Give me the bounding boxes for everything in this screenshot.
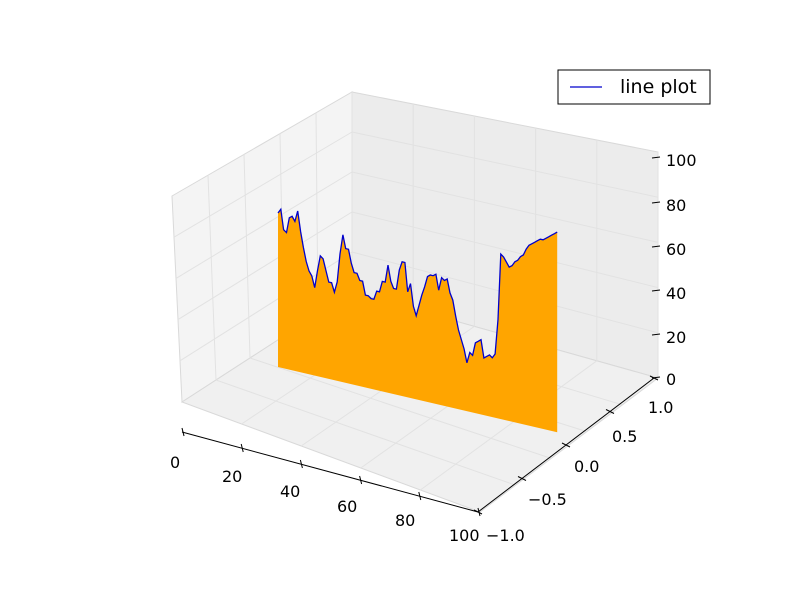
tick-mark bbox=[473, 509, 483, 515]
z-tick-label: 40 bbox=[666, 284, 686, 303]
tick-mark bbox=[561, 442, 571, 448]
tick-mark bbox=[517, 476, 527, 481]
grid-line bbox=[420, 360, 598, 491]
grid-line bbox=[351, 171, 659, 243]
tick-mark bbox=[651, 156, 661, 159]
tick-mark bbox=[651, 201, 661, 204]
grid-line bbox=[249, 357, 552, 459]
z-tick-labels: 0 20 40 60 80 100 bbox=[666, 151, 697, 389]
z-tick-label: 20 bbox=[666, 328, 686, 347]
axis-ticks bbox=[181, 156, 661, 517]
y-tick-label: −0.5 bbox=[528, 490, 567, 509]
tick-mark bbox=[240, 443, 244, 453]
y-tick-label: −1.0 bbox=[486, 526, 525, 545]
tick-mark bbox=[651, 245, 661, 248]
legend: line plot bbox=[557, 69, 711, 105]
y-tick-label: 0.0 bbox=[574, 457, 599, 476]
tick-mark bbox=[418, 491, 422, 501]
series-line bbox=[277, 207, 558, 363]
x-tick-label: 60 bbox=[337, 497, 357, 516]
z-tick-label: 100 bbox=[666, 151, 697, 170]
tick-mark bbox=[299, 459, 303, 469]
z-tick-label: 0 bbox=[666, 370, 676, 389]
tick-mark bbox=[181, 427, 185, 437]
tick-mark bbox=[651, 333, 661, 336]
grid-line bbox=[207, 175, 217, 381]
x-tick-label: 20 bbox=[222, 467, 242, 486]
x-tick-label: 100 bbox=[449, 526, 480, 545]
y-tick-label: 0.5 bbox=[612, 427, 637, 446]
tick-mark bbox=[359, 475, 363, 485]
x-tick-label: 0 bbox=[170, 453, 180, 472]
grid-line bbox=[173, 131, 353, 238]
area-fill bbox=[278, 209, 558, 433]
grid-line bbox=[351, 131, 659, 198]
legend-label: line plot bbox=[620, 76, 697, 98]
x-axis-line bbox=[181, 431, 479, 513]
grid-line bbox=[177, 211, 353, 321]
tick-mark bbox=[605, 409, 615, 414]
grid-line bbox=[175, 171, 353, 279]
x-tick-labels: 0 20 40 60 80 100 bbox=[170, 453, 480, 545]
grid-line bbox=[351, 211, 659, 289]
grid-line bbox=[215, 379, 516, 486]
tick-mark bbox=[651, 376, 661, 379]
z-tick-label: 60 bbox=[666, 240, 686, 259]
grid-line bbox=[243, 154, 251, 359]
tick-mark bbox=[651, 289, 661, 292]
y-tick-labels: −1.0 −0.5 0.0 0.5 1.0 bbox=[486, 398, 673, 545]
y-tick-label: 1.0 bbox=[648, 398, 673, 417]
x-tick-label: 40 bbox=[280, 482, 300, 501]
x-tick-label: 80 bbox=[395, 511, 415, 530]
z-tick-label: 80 bbox=[666, 196, 686, 215]
